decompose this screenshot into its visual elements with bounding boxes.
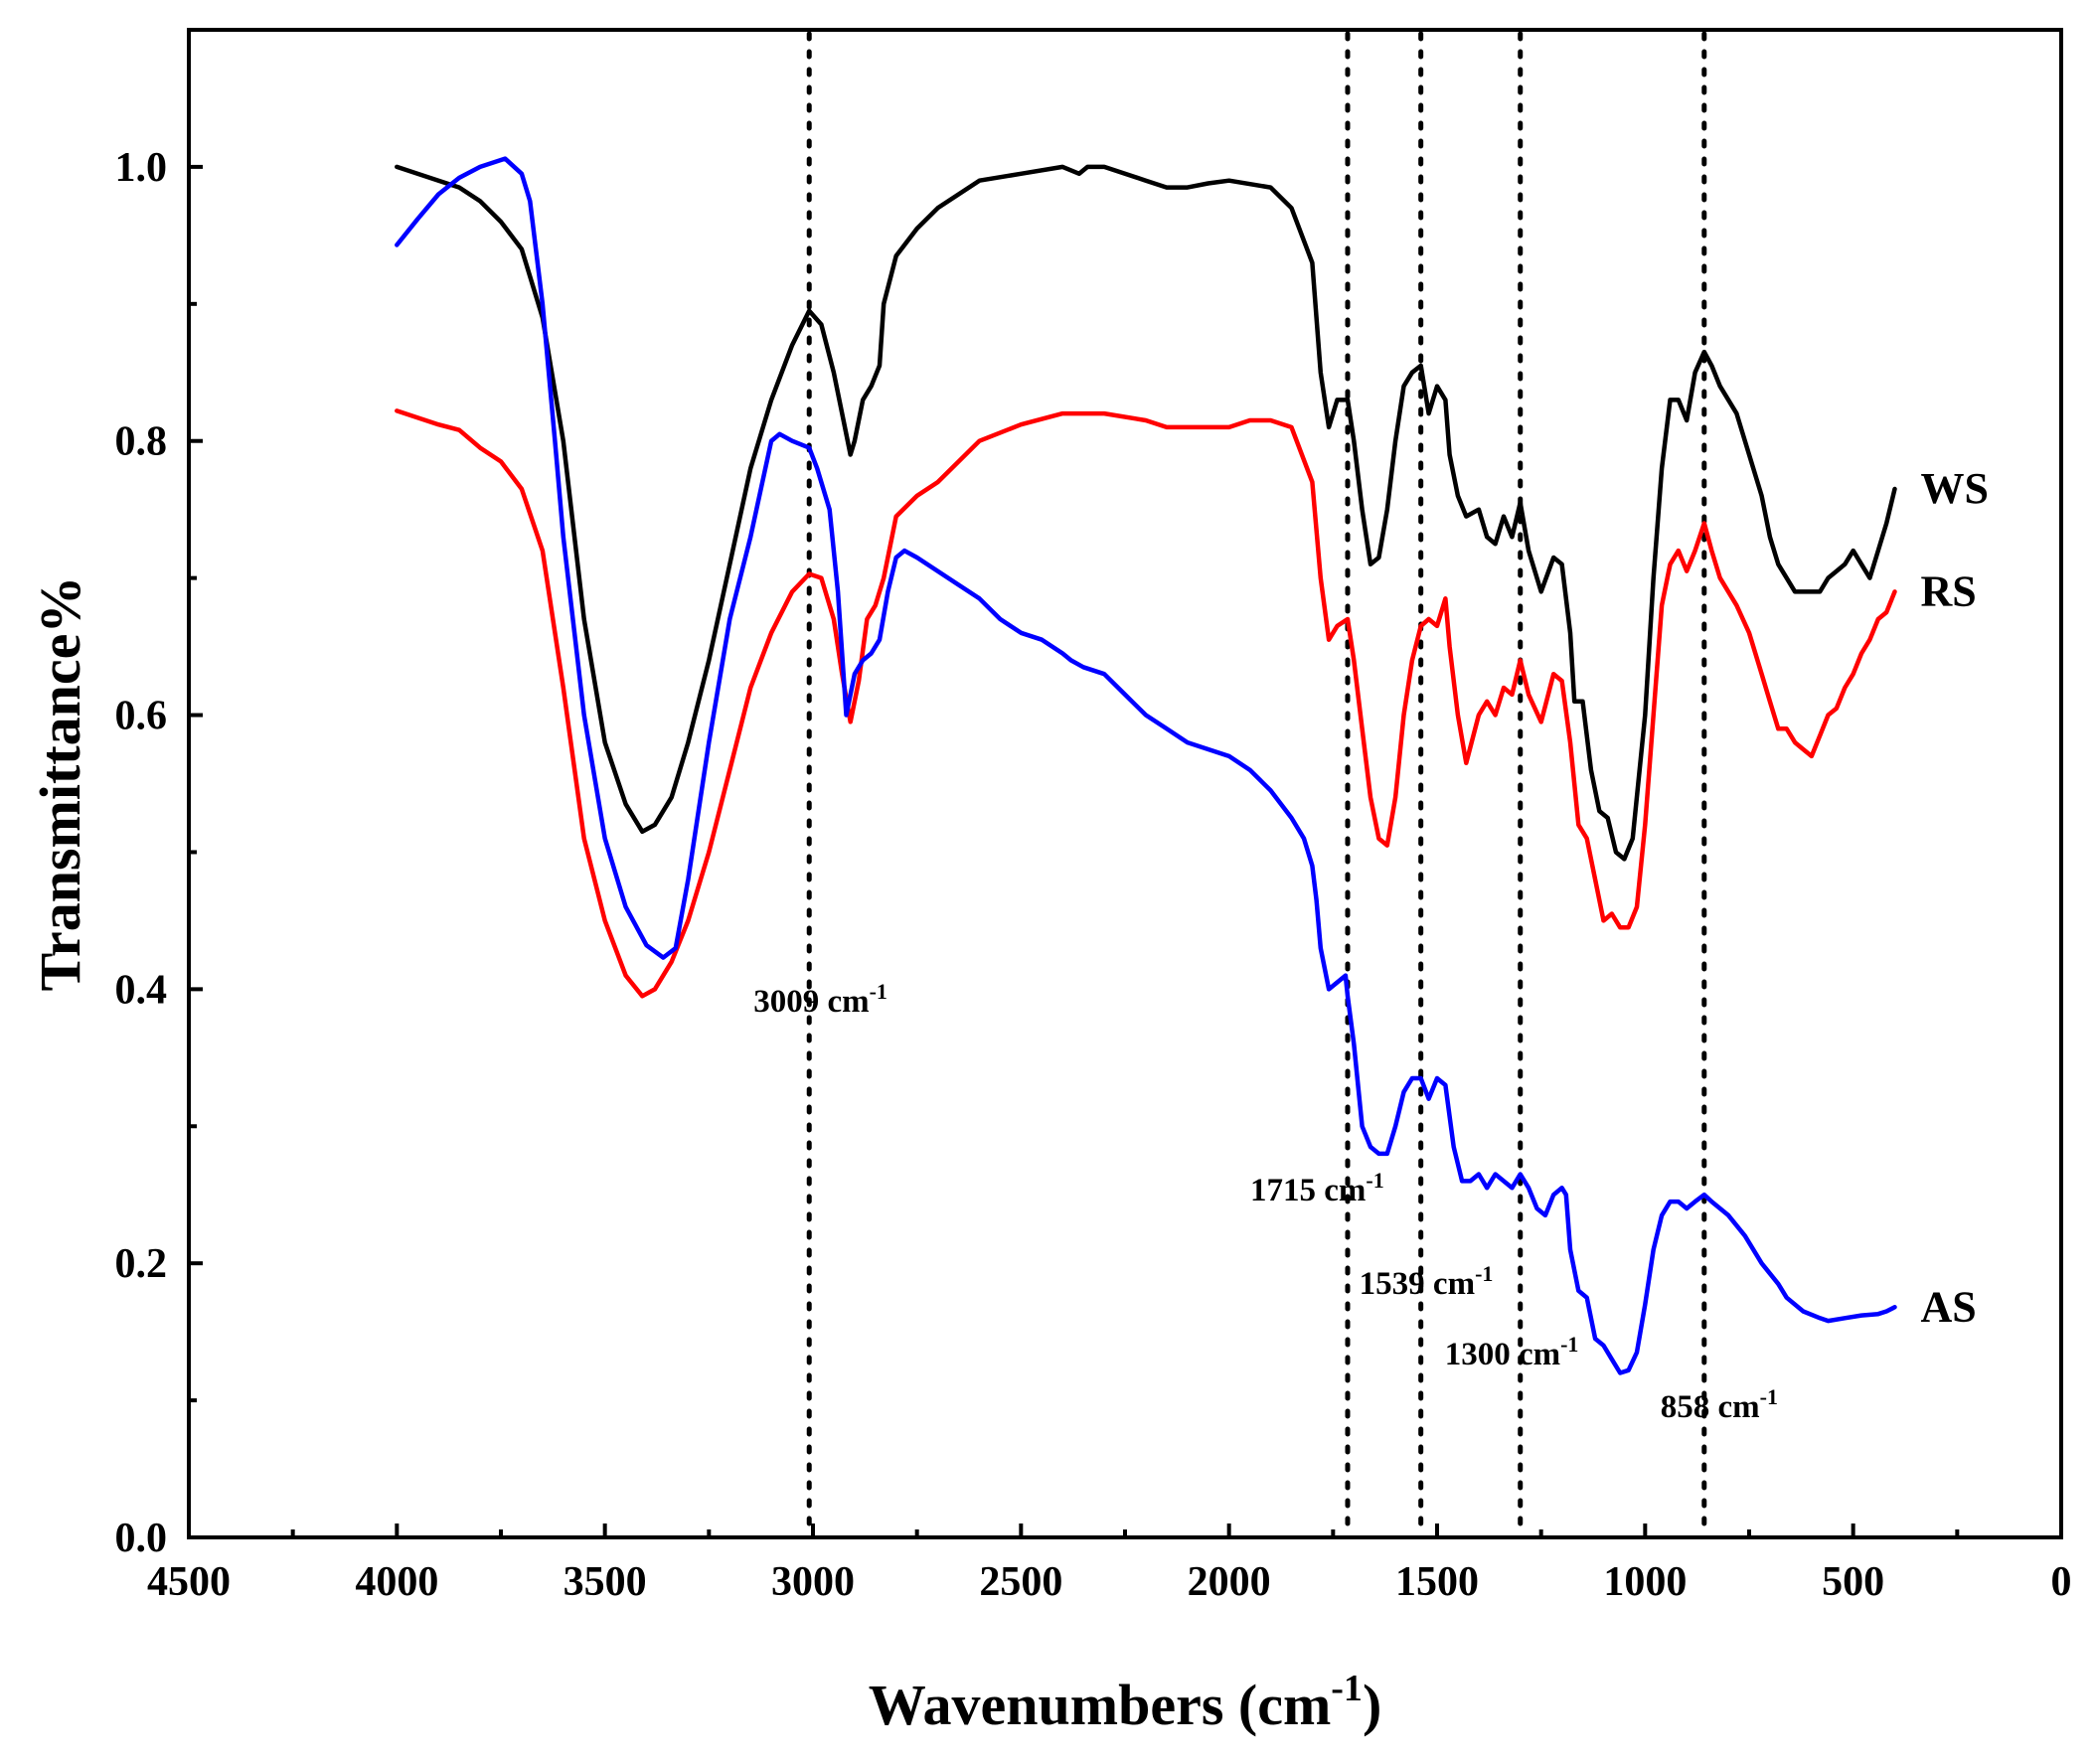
y-axis-title: Transmittance%	[28, 576, 92, 992]
x-tick-label: 1500	[1395, 1559, 1479, 1605]
series-line-as	[395, 156, 1897, 1375]
annotation-3009: 3009 cm-1	[753, 979, 887, 1020]
series-labels: WS RS AS	[1921, 464, 1989, 1331]
x-axis-title: Wavenumbers (cm-1)	[869, 1668, 1382, 1737]
x-tick-label: 3000	[771, 1559, 855, 1605]
x-tick-label: 2000	[1188, 1559, 1271, 1605]
y-tick-label: 0.6	[115, 694, 168, 739]
y-tick-label: 0.4	[115, 967, 168, 1013]
annotation-1539: 1539 cm-1	[1360, 1261, 1494, 1302]
y-tick-label: 1.0	[115, 145, 168, 191]
annotation-858: 858 cm-1	[1661, 1384, 1778, 1425]
series-line-rs	[395, 408, 1897, 999]
x-tick-label: 3500	[564, 1559, 647, 1605]
peak-annotations: 3009 cm-1 1715 cm-1 1539 cm-1 1300 cm-1 858 …	[753, 979, 1778, 1425]
x-axis-ticks: 4500 4000 3500 3000 2500 2000 1500 1000 500 0	[147, 1523, 2072, 1605]
x-tick-label: 4500	[147, 1559, 231, 1605]
x-tick-label: 0	[2051, 1559, 2072, 1605]
y-tick-label: 0.2	[115, 1241, 168, 1287]
x-tick-label: 500	[1822, 1559, 1884, 1605]
x-tick-label: 4000	[355, 1559, 438, 1605]
x-tick-label: 2500	[979, 1559, 1062, 1605]
annotation-1300: 1300 cm-1	[1445, 1332, 1579, 1372]
series-line-ws	[395, 164, 1897, 862]
spectra-series	[395, 156, 1897, 1375]
y-tick-label: 0.0	[115, 1516, 168, 1561]
x-tick-label: 1000	[1603, 1559, 1687, 1605]
reference-lines	[806, 31, 1707, 1536]
series-label-as: AS	[1921, 1282, 1977, 1331]
y-tick-label: 0.8	[115, 419, 168, 465]
series-label-ws: WS	[1921, 464, 1989, 513]
y-axis-ticks: 0.0 0.2 0.4 0.6 0.8 1.0	[115, 145, 203, 1561]
annotation-1715: 1715 cm-1	[1250, 1168, 1384, 1208]
plot-frame	[187, 28, 2063, 1539]
series-label-rs: RS	[1921, 566, 1977, 615]
